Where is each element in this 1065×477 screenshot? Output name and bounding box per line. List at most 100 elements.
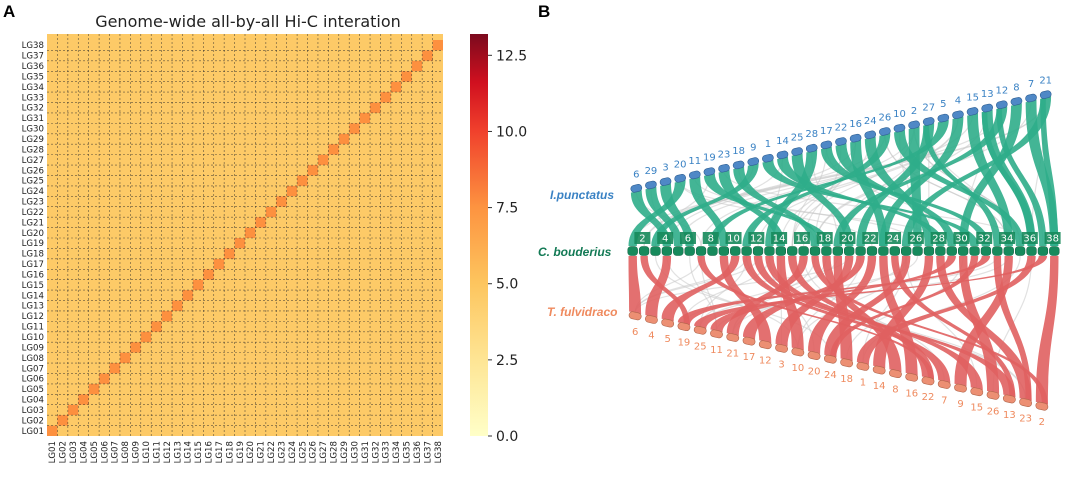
green-link <box>777 156 945 246</box>
bottom-chromosome-label: 19 <box>678 338 691 349</box>
middle-chromosome <box>957 246 969 256</box>
col-label: LG21 <box>257 441 267 463</box>
col-label: LG02 <box>59 441 69 463</box>
col-label: LG11 <box>152 441 162 463</box>
bottom-chromosome <box>775 343 788 353</box>
top-chromosome-label: 18 <box>732 146 745 157</box>
col-label: LG29 <box>340 441 350 463</box>
top-chromosome <box>674 174 686 183</box>
top-chromosome <box>703 167 716 176</box>
col-label: LG35 <box>403 441 413 463</box>
col-label: LG01 <box>48 441 58 463</box>
row-label: LG07 <box>22 364 44 374</box>
row-label: LG18 <box>22 250 44 260</box>
row-label: LG14 <box>22 291 44 301</box>
heatmap-diagonal-cell <box>140 331 152 343</box>
middle-chromosome-labels: 2 4 6 8 10 12 14 16 18 20 22 24 26 28 30 32 34 36 38 <box>634 232 1061 245</box>
col-label: LG03 <box>69 441 79 463</box>
top-chromosome-label: 14 <box>776 136 789 147</box>
green-link <box>835 143 956 246</box>
middle-label-box <box>1021 232 1038 244</box>
bottom-chromosome <box>954 383 967 393</box>
green-link <box>996 107 1047 246</box>
heatmap-diagonal-cell <box>234 238 245 249</box>
middle-chromosome <box>718 246 730 256</box>
heatmap-diagonal-cell <box>411 60 423 72</box>
red-link <box>1035 256 1059 405</box>
top-chromosome <box>966 107 979 116</box>
col-label: LG38 <box>434 441 444 463</box>
middle-chromosome-label: 38 <box>1046 234 1059 245</box>
species-label-middle: C. bouderius <box>538 245 612 259</box>
green-link <box>850 139 888 246</box>
middle-chromosome <box>1003 246 1014 256</box>
top-chromosome <box>820 140 833 150</box>
heatmap-diagonal-cell <box>130 342 141 353</box>
heatmap-diagonal-cell <box>109 363 120 374</box>
red-link <box>645 256 672 318</box>
middle-chromosome <box>821 246 832 256</box>
middle-chromosome <box>673 246 684 256</box>
col-label: LG15 <box>194 441 204 463</box>
middle-chromosome-label: 4 <box>662 234 668 245</box>
row-label: LG26 <box>22 166 44 176</box>
col-label: LG28 <box>330 441 340 463</box>
middle-chromosome-label: 34 <box>1001 234 1014 245</box>
bottom-chromosome <box>645 315 658 324</box>
green-link <box>645 186 683 246</box>
middle-chromosome <box>650 246 661 256</box>
bottom-chromosome-labels: 6 4 5 19 25 11 21 17 12 3 10 20 24 18 1 14 8 16 22 7 9 15 26 13… <box>632 327 1045 428</box>
bottom-chromosome-label: 8 <box>892 385 898 396</box>
row-label: LG06 <box>22 375 44 385</box>
row-label: LG05 <box>22 385 44 395</box>
row-label: LG31 <box>22 114 44 124</box>
bottom-chromosome-label: 16 <box>905 388 918 399</box>
red-link <box>628 256 642 315</box>
top-chromosome-label: 27 <box>922 102 935 113</box>
middle-chromosome <box>923 246 935 256</box>
col-label: LG19 <box>236 441 246 463</box>
middle-label-box <box>976 232 993 244</box>
bottom-chromosome-label: 12 <box>759 356 772 367</box>
heatmap-diagonal-cell <box>182 290 193 301</box>
col-label: LG25 <box>298 441 308 463</box>
top-chromosome-label: 12 <box>995 86 1008 97</box>
bottom-chromosome <box>1035 401 1049 411</box>
green-link <box>923 124 1002 246</box>
col-label: LG24 <box>288 441 298 463</box>
middle-chromosome <box>1037 246 1049 256</box>
middle-chromosome-track <box>627 246 1060 256</box>
top-chromosome <box>645 180 657 190</box>
heatmap-title: Genome-wide all-by-all Hi-C interation <box>95 12 401 31</box>
heatmap-diagonal-cell <box>47 425 58 436</box>
col-label: LG13 <box>173 441 183 463</box>
middle-chromosome <box>878 246 889 256</box>
top-chromosome <box>688 170 701 180</box>
bottom-chromosome-label: 20 <box>808 367 821 378</box>
colorbar-tick-label: 2.5 <box>496 353 518 369</box>
middle-label-box <box>907 232 924 244</box>
col-label: LG18 <box>225 441 235 463</box>
heatmap-diagonal-cell <box>172 300 183 311</box>
col-label: LG23 <box>277 441 287 463</box>
row-label: LG20 <box>22 229 44 239</box>
middle-chromosome <box>901 246 912 256</box>
col-label: LG33 <box>382 441 392 463</box>
heatmap-diagonal-cell <box>224 248 235 259</box>
top-chromosome-label: 16 <box>849 119 862 130</box>
row-label: LG09 <box>22 343 44 353</box>
top-chromosome-label: 6 <box>633 169 639 180</box>
heatmap-diagonal-cell <box>338 133 350 145</box>
bottom-chromosome <box>710 329 723 339</box>
heatmap-diagonal-cell <box>255 217 266 228</box>
top-chromosome-label: 22 <box>835 123 848 134</box>
top-chromosome <box>952 110 964 119</box>
middle-label-box <box>930 232 947 244</box>
middle-chromosome <box>809 246 821 256</box>
top-chromosome <box>1010 97 1023 106</box>
middle-label-box <box>793 232 810 244</box>
bottom-chromosome <box>856 362 870 371</box>
middle-chromosome-label: 24 <box>887 234 900 245</box>
colorbar-tick-label: 7.5 <box>496 201 518 217</box>
top-chromosome <box>791 147 803 156</box>
